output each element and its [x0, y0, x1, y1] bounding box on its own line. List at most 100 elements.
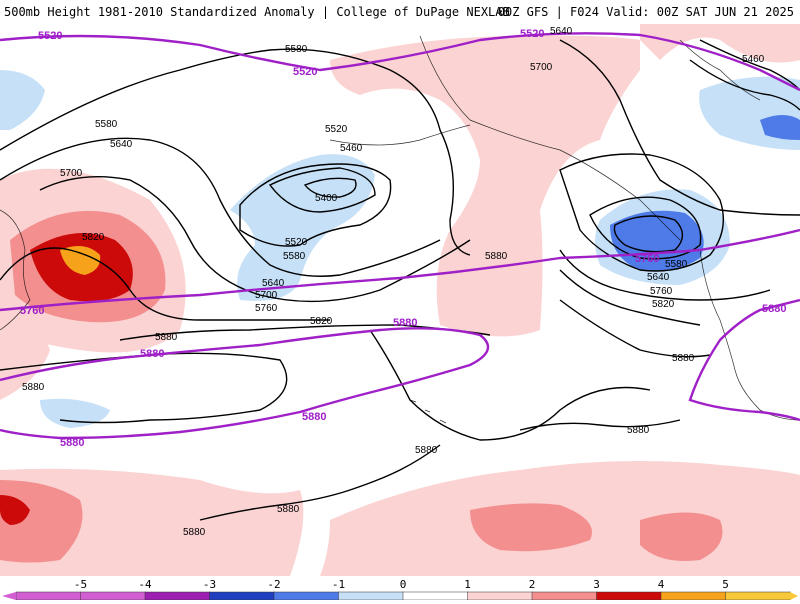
- colorbar-tick-label: -5: [74, 578, 87, 591]
- colorbar-segment: [273, 591, 340, 601]
- label-5520-2: 5520: [285, 237, 308, 248]
- colorbar-segment: [15, 591, 82, 601]
- label-purple-5880-5: 5880: [762, 303, 786, 315]
- neg1-northwest-edge: [0, 70, 45, 130]
- colorbar-tick-label: -3: [203, 578, 216, 591]
- colorbar-right-arrow: [790, 592, 798, 600]
- contour-5760-west: [0, 247, 330, 321]
- neg1-central-trough: [230, 154, 375, 301]
- colorbar-tick-label: 5: [722, 578, 729, 591]
- colorbar-ticks: -5 -4 -3 -2 -1 0 1 2 3 4 5: [74, 578, 729, 591]
- contour-5460-northeast: [699, 39, 800, 91]
- colorbar-tick-label: 4: [658, 578, 665, 591]
- label-purple-5880-3: 5880: [302, 411, 326, 423]
- label-5880-7: 5880: [277, 504, 300, 515]
- label-purple-5520-1: 5520: [38, 30, 62, 42]
- contour-5460-ring: [268, 167, 376, 213]
- colorbar-segment: [402, 591, 469, 601]
- purple-5760: [0, 228, 800, 312]
- label-5580-4: 5580: [665, 259, 688, 270]
- label-5760-2: 5760: [650, 286, 673, 297]
- label-5640-3: 5640: [550, 26, 573, 37]
- label-5640-1: 5640: [110, 139, 133, 150]
- colorbar-segment: [338, 591, 404, 601]
- colorbar-tick-label: 3: [593, 578, 600, 591]
- colorbar-tick-label: -4: [138, 578, 152, 591]
- contour-5880-southeast: [519, 419, 681, 431]
- label-5880-2: 5880: [485, 251, 508, 262]
- colorbar-tick-label: -1: [332, 578, 345, 591]
- label-5880-3: 5880: [22, 382, 45, 393]
- label-5760-1: 5760: [255, 303, 278, 314]
- colorbar-bar: [2, 591, 798, 601]
- colorbar-segment: [209, 591, 275, 601]
- model-run-info: 00Z GFS | F024 Valid: 00Z SAT JUN 21 202…: [497, 5, 794, 19]
- label-5580-2: 5580: [95, 119, 118, 130]
- pos2-south-east: [640, 512, 723, 561]
- colorbar-tick-label: -2: [267, 578, 280, 591]
- contour-5520-east: [589, 196, 702, 260]
- colorbar-segment: [660, 591, 727, 601]
- label-5640-4: 5640: [647, 272, 670, 283]
- colorbar-segment: [531, 591, 598, 601]
- map-title: 500mb Height 1981-2010 Standardized Anom…: [4, 5, 510, 19]
- label-5820-3: 5820: [82, 232, 105, 243]
- contour-5880-east: [559, 299, 711, 358]
- asia-coast: [0, 209, 31, 331]
- colorbar-segment: [80, 591, 146, 601]
- contour-5580-north: [0, 48, 471, 256]
- colorbar-segment: [596, 591, 662, 601]
- contour-5460-east: [613, 215, 684, 253]
- label-5640-2: 5640: [262, 278, 285, 289]
- neg2-northeast-low: [760, 115, 800, 140]
- colorbar: -5 -4 -3 -2 -1 0 1 2 3 4 5: [0, 576, 800, 601]
- label-5520-1: 5520: [325, 124, 348, 135]
- aleutian-chain: [329, 124, 471, 146]
- label-5460-1: 5460: [742, 54, 765, 65]
- label-5700-2: 5700: [255, 290, 278, 301]
- contour-5700-north: [39, 176, 471, 303]
- colorbar-segment: [144, 591, 211, 601]
- purple-5520: [0, 32, 800, 92]
- positive-anomaly-shading: [0, 24, 800, 576]
- label-purple-5520-3: 5520: [520, 28, 544, 40]
- label-5820-1: 5820: [310, 316, 333, 327]
- label-purple-5760-1: 5760: [20, 305, 44, 317]
- label-purple-5760-2: 5760: [635, 253, 659, 265]
- colorbar-left-arrow: [2, 592, 16, 600]
- pos1-bering-ridge: [330, 35, 640, 337]
- contour-5640-north: [0, 137, 441, 277]
- alaska-coast: [419, 35, 681, 241]
- contour-5760-east: [559, 249, 771, 301]
- label-5700-1: 5700: [60, 168, 83, 179]
- colorbar-tick-label: 1: [464, 578, 471, 591]
- contour-5880-central: [369, 329, 651, 441]
- colorbar-tick-label: 0: [400, 578, 407, 591]
- header: 500mb Height 1981-2010 Standardized Anom…: [0, 0, 800, 24]
- pos1-west-edge: [0, 300, 50, 400]
- label-purple-5520-2: 5520: [293, 66, 317, 78]
- contour-5520-northeast: [689, 59, 800, 111]
- colorbar-segment: [725, 591, 791, 601]
- label-5460-2: 5460: [340, 143, 363, 154]
- label-5880-8: 5880: [183, 527, 206, 538]
- pos1-northeast: [640, 24, 800, 63]
- pos4-west-core: [60, 246, 101, 275]
- colorbar-segment: [467, 591, 533, 601]
- label-5880-5: 5880: [627, 425, 650, 436]
- label-purple-5880-4: 5880: [60, 437, 84, 449]
- label-5880-1: 5880: [155, 332, 178, 343]
- label-5700-3: 5700: [530, 62, 553, 73]
- anomaly-map: 5580 5460 5580 5640 5700 5520 5460 5400 …: [0, 24, 800, 576]
- label-5400: 5400: [315, 193, 338, 204]
- contour-5580-east: [559, 153, 724, 272]
- pos3-southwest: [0, 495, 30, 525]
- colorbar-svg: -5 -4 -3 -2 -1 0 1 2 3 4 5: [2, 578, 798, 601]
- label-5820-2: 5820: [652, 299, 675, 310]
- contour-5820-east: [559, 269, 701, 326]
- northeast-coast: [679, 39, 761, 101]
- label-5580-1: 5580: [285, 44, 308, 55]
- label-purple-5880-1: 5880: [140, 348, 164, 360]
- contour-5880-lower: [199, 444, 441, 521]
- contour-5520-ring: [239, 163, 392, 247]
